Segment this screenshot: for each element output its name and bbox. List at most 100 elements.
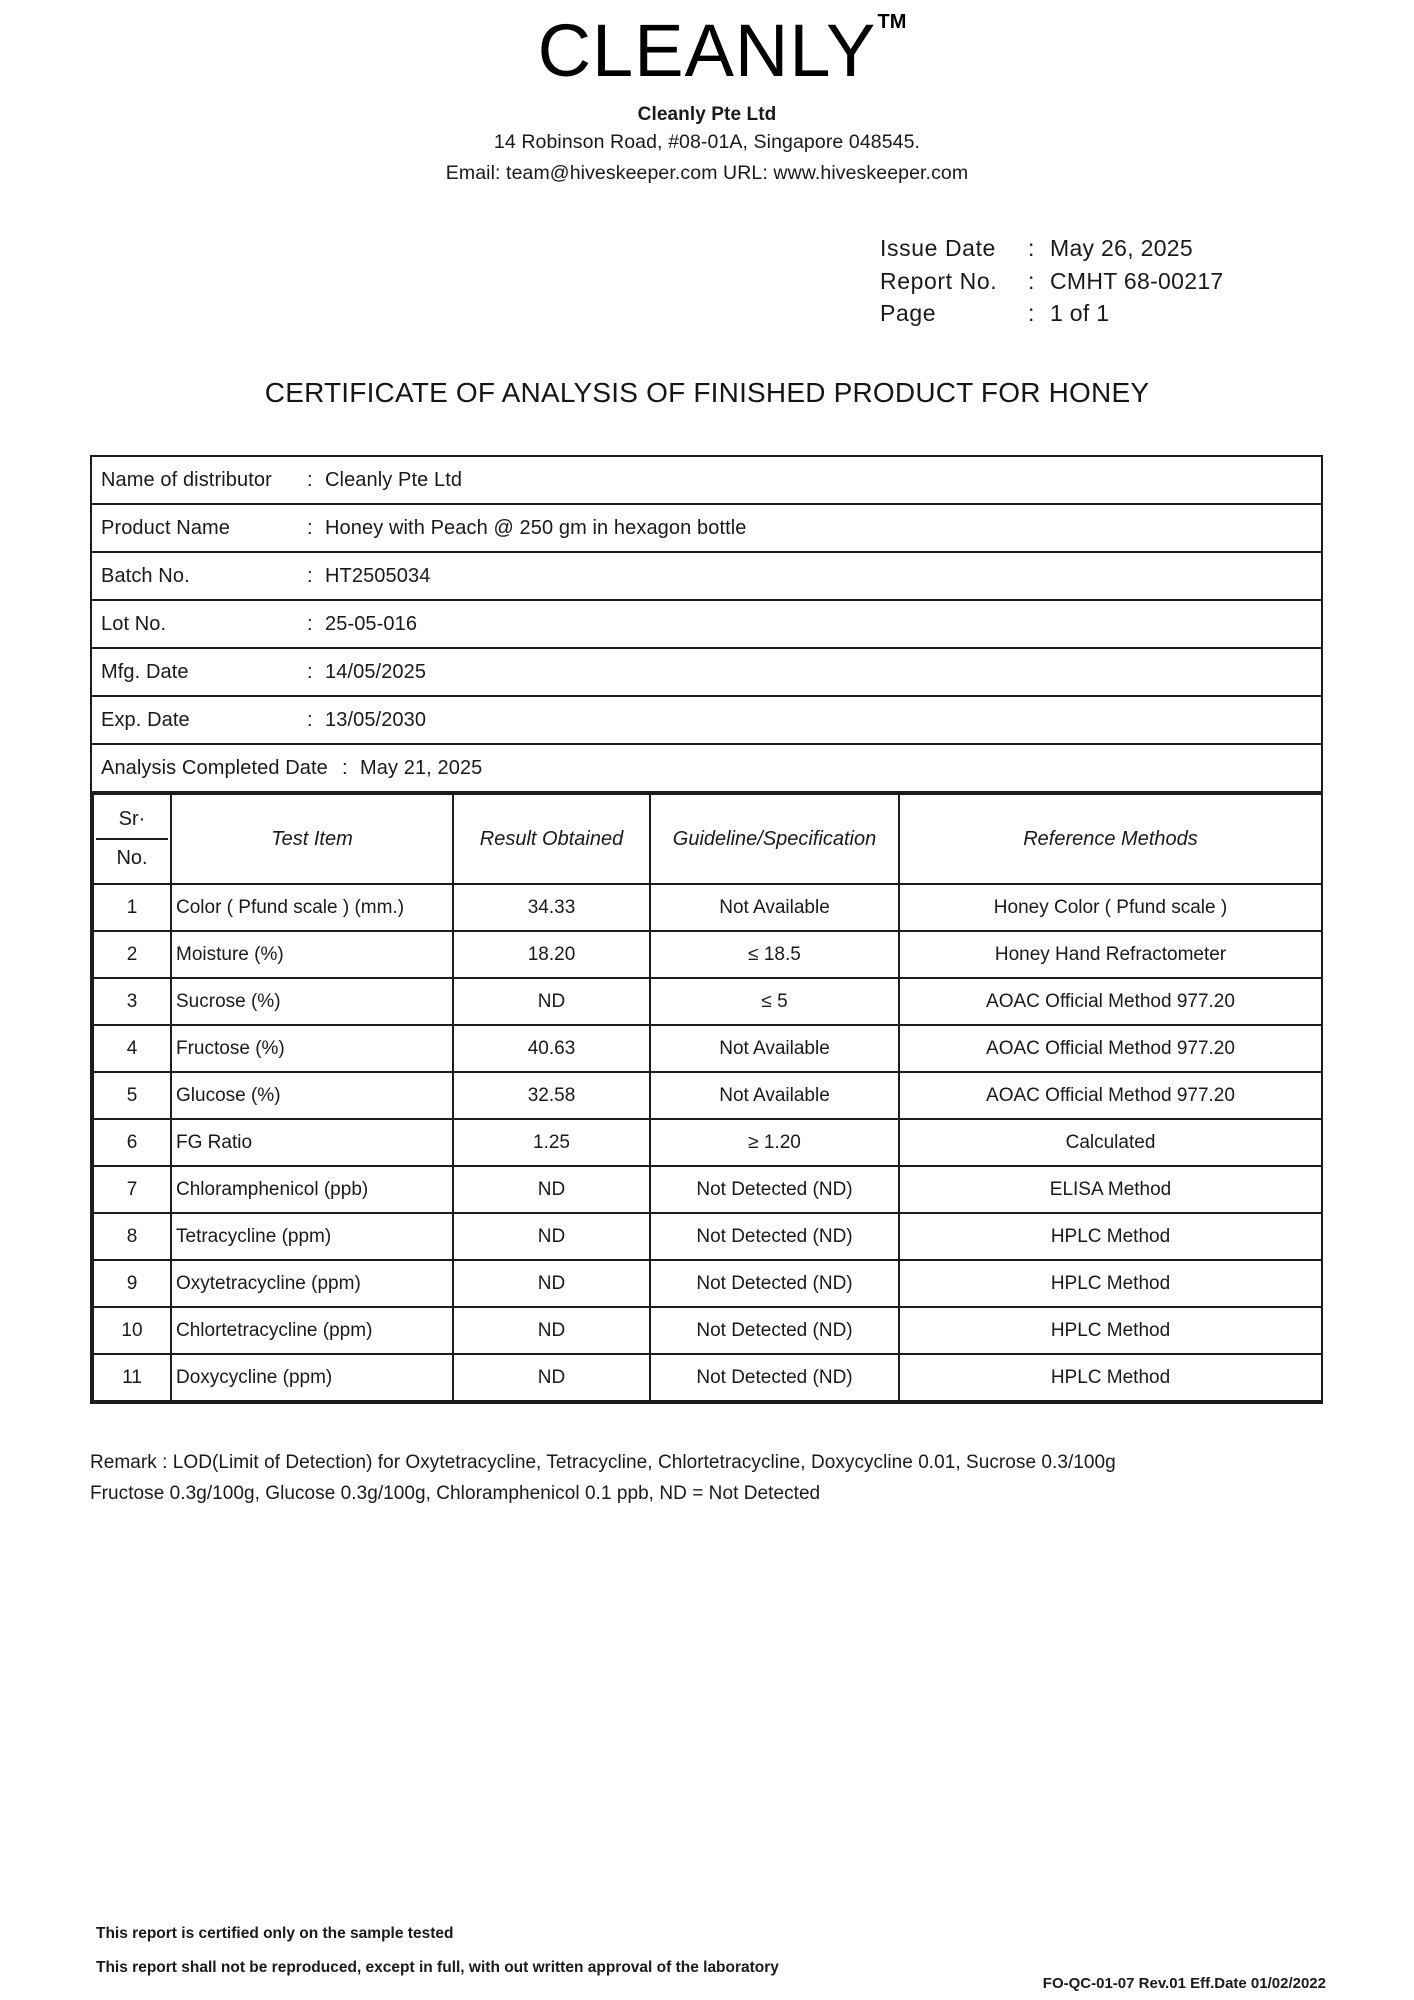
report-no-label: Report No. <box>880 267 998 294</box>
cell-item: Sucrose (%) <box>170 977 454 1026</box>
table-row: 9 Oxytetracycline (ppm) ND Not Detected … <box>92 1259 1323 1308</box>
info-row-batch-no: Batch No. : HT2505034 <box>92 553 1321 601</box>
column-header-specification: Guideline/Specification <box>649 793 900 885</box>
cell-sr: 11 <box>92 1353 172 1402</box>
info-value: HT2505034 <box>325 564 431 587</box>
cell-ref: Honey Hand Refractometer <box>898 930 1323 979</box>
table-row: 3 Sucrose (%) ND ≤ 5 AOAC Official Metho… <box>92 977 1323 1026</box>
cell-sr: 2 <box>92 930 172 979</box>
meta-row-page: Page : 1 of 1 <box>880 297 1224 330</box>
cell-item: Color ( Pfund scale ) (mm.) <box>170 883 454 932</box>
table-row: 5 Glucose (%) 32.58 Not Available AOAC O… <box>92 1071 1323 1120</box>
cell-item: Fructose (%) <box>170 1024 454 1073</box>
cell-ref: HPLC Method <box>898 1353 1323 1402</box>
info-row-distributor: Name of distributor : Cleanly Pte Ltd <box>92 457 1321 505</box>
cell-sr: 4 <box>92 1024 172 1073</box>
info-label: Lot No. <box>101 612 167 635</box>
cell-spec: ≤ 18.5 <box>649 930 900 979</box>
company-address: 14 Robinson Road, #08-01A, Singapore 048… <box>493 131 921 153</box>
info-label: Analysis Completed Date <box>101 756 328 779</box>
info-row-exp-date: Exp. Date : 13/05/2030 <box>92 697 1321 745</box>
info-colon: : <box>342 756 348 779</box>
cell-spec: ≥ 1.20 <box>649 1118 900 1167</box>
cell-result: ND <box>452 1306 651 1355</box>
cell-result: 40.63 <box>452 1024 651 1073</box>
company-name: Cleanly Pte Ltd <box>637 104 777 125</box>
issue-date-value: May 26, 2025 <box>1050 235 1193 261</box>
column-header-reference-methods: Reference Methods <box>898 793 1323 885</box>
info-label: Exp. Date <box>101 708 190 731</box>
test-results-table: Sr· No. Test Item Result Obtained Guidel… <box>92 793 1323 1402</box>
info-label: Batch No. <box>101 564 190 587</box>
table-row: 11 Doxycycline (ppm) ND Not Detected (ND… <box>92 1353 1323 1402</box>
sr-label: Sr· <box>96 801 168 840</box>
cell-result: 32.58 <box>452 1071 651 1120</box>
info-row-product-name: Product Name : Honey with Peach @ 250 gm… <box>92 505 1321 553</box>
info-colon: : <box>307 564 313 587</box>
page-colon: : <box>1028 300 1035 327</box>
remarks-block: Remark : LOD(Limit of Detection) for Oxy… <box>90 1448 1116 1510</box>
footer-notes: This report is certified only on the sam… <box>96 1917 779 1985</box>
cell-item: Doxycycline (ppm) <box>170 1353 454 1402</box>
cell-sr: 10 <box>92 1306 172 1355</box>
info-value: May 21, 2025 <box>360 756 483 779</box>
cell-sr: 5 <box>92 1071 172 1120</box>
footer-line-1: This report is certified only on the sam… <box>96 1925 454 1942</box>
company-logo: CLEANLY TM <box>538 12 907 88</box>
info-colon: : <box>307 468 313 491</box>
cell-item: Oxytetracycline (ppm) <box>170 1259 454 1308</box>
cell-spec: Not Detected (ND) <box>649 1306 900 1355</box>
cell-sr: 3 <box>92 977 172 1026</box>
cell-spec: Not Detected (ND) <box>649 1165 900 1214</box>
cell-ref: AOAC Official Method 977.20 <box>898 1071 1323 1120</box>
cell-ref: HPLC Method <box>898 1306 1323 1355</box>
table-row: 10 Chlortetracycline (ppm) ND Not Detect… <box>92 1306 1323 1355</box>
test-results-body: 1 Color ( Pfund scale ) (mm.) 34.33 Not … <box>92 883 1323 1402</box>
logo-wordmark: CLEANLY <box>537 9 877 92</box>
cell-ref: ELISA Method <box>898 1165 1323 1214</box>
cell-item: Chlortetracycline (ppm) <box>170 1306 454 1355</box>
issue-date-colon: : <box>1028 235 1035 261</box>
info-value: 13/05/2030 <box>325 708 427 731</box>
info-colon: : <box>307 516 313 539</box>
info-value: 25-05-016 <box>325 612 418 635</box>
table-header-row: Sr· No. Test Item Result Obtained Guidel… <box>92 793 1323 885</box>
meta-row-report-no: Report No. : CMHT 68-00217 <box>880 265 1224 298</box>
cell-result: ND <box>452 1212 651 1261</box>
cell-result: 34.33 <box>452 883 651 932</box>
table-row: 7 Chloramphenicol (ppb) ND Not Detected … <box>92 1165 1323 1214</box>
cell-ref: HPLC Method <box>898 1212 1323 1261</box>
cell-item: Tetracycline (ppm) <box>170 1212 454 1261</box>
cell-spec: Not Available <box>649 1071 900 1120</box>
report-meta-block: Issue Date : May 26, 2025 Report No. : C… <box>880 232 1224 330</box>
cell-sr: 6 <box>92 1118 172 1167</box>
info-label: Product Name <box>101 516 231 539</box>
cell-result: 1.25 <box>452 1118 651 1167</box>
cell-sr: 7 <box>92 1165 172 1214</box>
cell-ref: Calculated <box>898 1118 1323 1167</box>
cell-spec: Not Detected (ND) <box>649 1259 900 1308</box>
cell-spec: Not Available <box>649 883 900 932</box>
info-row-analysis-completed-date: Analysis Completed Date : May 21, 2025 <box>92 745 1321 793</box>
info-row-mfg-date: Mfg. Date : 14/05/2025 <box>92 649 1321 697</box>
remark-line-2: Fructose 0.3g/100g, Glucose 0.3g/100g, C… <box>90 1482 821 1504</box>
remark-line-1: Remark : LOD(Limit of Detection) for Oxy… <box>90 1452 1116 1473</box>
certificate-sheet: Name of distributor : Cleanly Pte Ltd Pr… <box>90 455 1323 1404</box>
cell-item: Chloramphenicol (ppb) <box>170 1165 454 1214</box>
column-header-sr-no: Sr· No. <box>92 793 172 885</box>
info-value: Honey with Peach @ 250 gm in hexagon bot… <box>325 516 747 539</box>
info-colon: : <box>307 708 313 731</box>
cell-spec: Not Detected (ND) <box>649 1212 900 1261</box>
column-header-test-item: Test Item <box>170 793 454 885</box>
cell-result: ND <box>452 977 651 1026</box>
cell-spec: Not Detected (ND) <box>649 1353 900 1402</box>
cell-item: FG Ratio <box>170 1118 454 1167</box>
cell-sr: 8 <box>92 1212 172 1261</box>
cell-ref: AOAC Official Method 977.20 <box>898 977 1323 1026</box>
report-no-value: CMHT 68-00217 <box>1050 267 1224 294</box>
brand-header: CLEANLY TM <box>0 0 1414 88</box>
document-title: CERTIFICATE OF ANALYSIS OF FINISHED PROD… <box>264 377 1150 408</box>
table-row: 2 Moisture (%) 18.20 ≤ 18.5 Honey Hand R… <box>92 930 1323 979</box>
info-value: 14/05/2025 <box>325 660 427 683</box>
